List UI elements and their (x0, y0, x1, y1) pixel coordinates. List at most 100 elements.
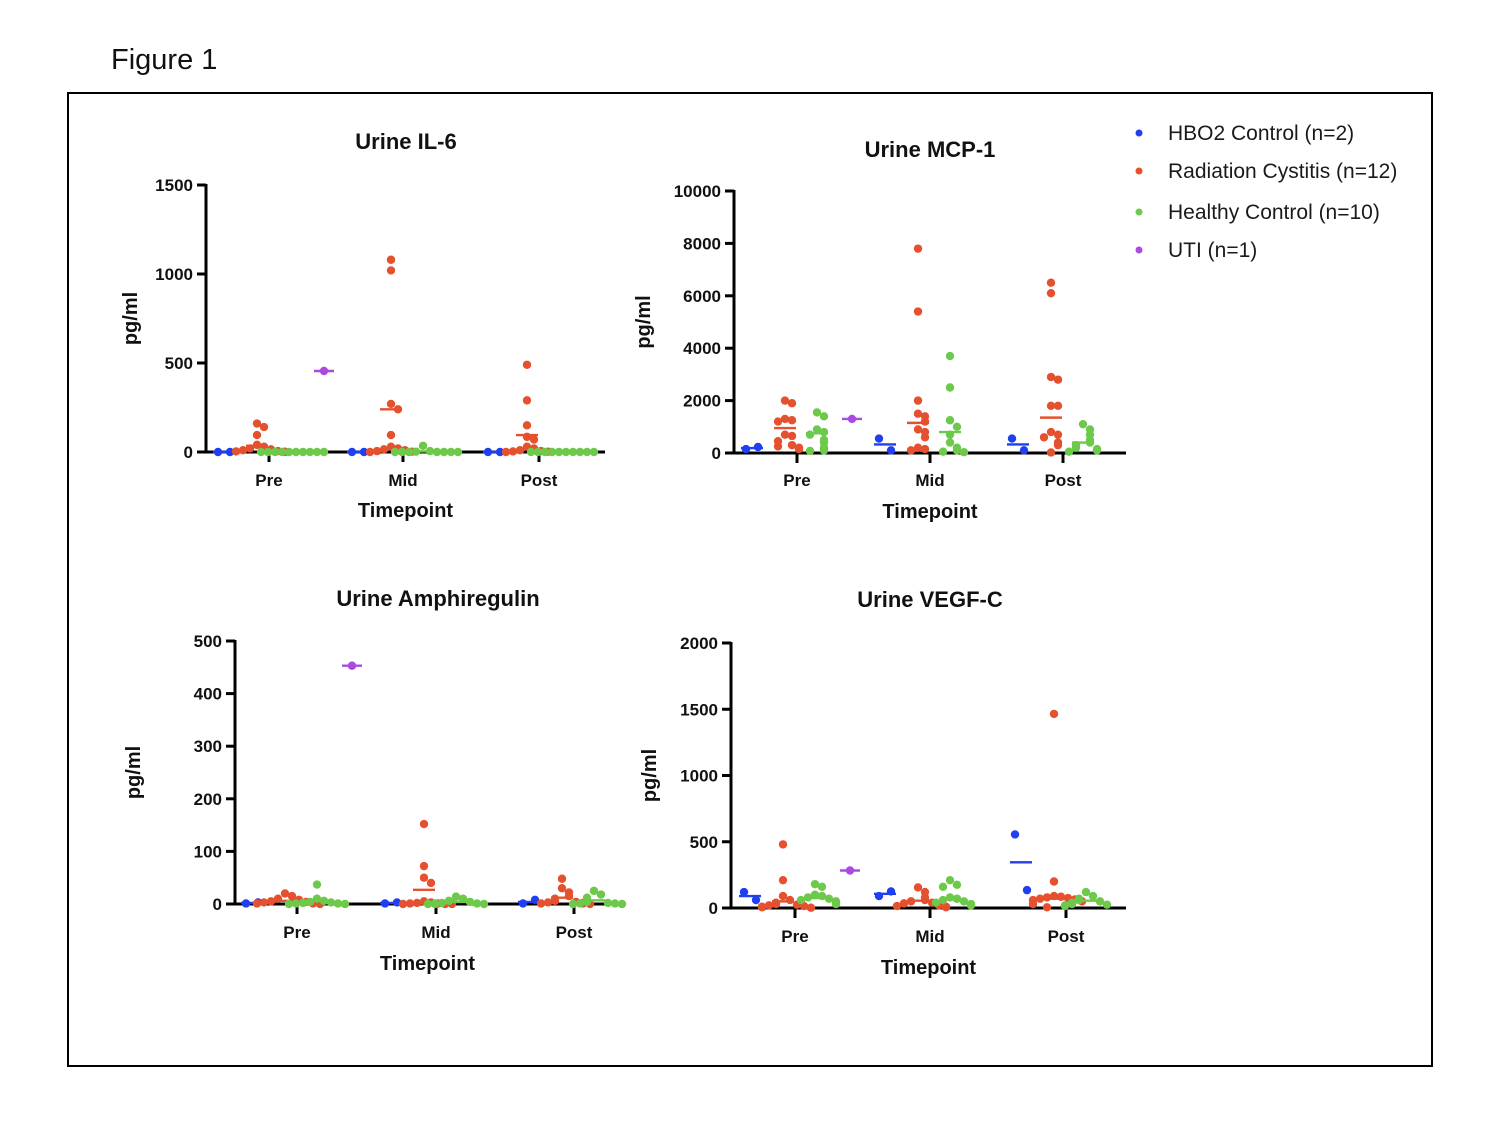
x-tick-label: Mid (915, 927, 944, 946)
data-point (913, 409, 923, 418)
data-point (831, 899, 841, 909)
data-point (526, 447, 536, 457)
y-tick-label: 0 (709, 899, 718, 918)
data-point (252, 899, 262, 908)
data-point (259, 898, 269, 907)
data-point (439, 447, 449, 457)
data-point (938, 447, 948, 456)
data-point (787, 431, 797, 441)
series-2 (796, 875, 1112, 911)
data-point (252, 430, 262, 440)
data-point (568, 447, 578, 457)
data-point (326, 898, 336, 907)
data-point (913, 396, 923, 405)
data-point (582, 897, 592, 907)
data-point (536, 899, 546, 908)
data-point (945, 416, 955, 425)
data-point (1039, 433, 1049, 442)
data-point (1053, 440, 1063, 450)
x-tick-label: Mid (915, 471, 944, 490)
data-point (1022, 885, 1032, 895)
data-point (529, 435, 539, 444)
series-1 (231, 255, 553, 457)
legend-item: HBO2 Control (n=2) (1135, 122, 1354, 145)
data-point (810, 879, 820, 889)
legend-label: Healthy Control (n=10) (1168, 201, 1380, 224)
panel-urine-amphiregulin: Urine Amphiregulin 0 100 200 300 400 500 Pre Mid… (123, 586, 627, 975)
y-tick-label: 4000 (683, 339, 721, 358)
data-point (913, 883, 923, 892)
data-point (522, 360, 532, 369)
data-point (812, 425, 822, 434)
data-point (575, 447, 585, 457)
data-point (418, 441, 428, 450)
data-point (280, 889, 290, 898)
data-point (824, 894, 834, 903)
data-point (739, 887, 749, 897)
data-point (794, 444, 804, 454)
data-point (564, 891, 574, 901)
x-tick-label: Pre (783, 471, 810, 490)
legend-marker (1135, 208, 1143, 216)
data-point (1019, 446, 1029, 455)
legend-label: Radiation Cystitis (n=12) (1168, 160, 1397, 183)
data-point (603, 898, 613, 908)
series-0 (741, 434, 1029, 455)
data-point (913, 443, 923, 452)
data-point (557, 874, 567, 883)
data-point (1049, 877, 1059, 886)
data-point (404, 447, 414, 457)
data-point (430, 899, 440, 909)
y-tick-label: 400 (194, 685, 222, 704)
series-1 (252, 819, 595, 909)
data-point (1071, 443, 1081, 452)
legend-label: UTI (n=1) (1168, 239, 1257, 262)
data-point (333, 899, 343, 908)
series-1 (757, 709, 1087, 912)
data-point (780, 430, 790, 439)
series-3 (342, 661, 362, 670)
data-point (778, 875, 788, 885)
data-point (1049, 709, 1059, 719)
data-point (1053, 375, 1063, 384)
legend: HBO2 Control (n=2) Radiation Cystitis (n=… (1135, 122, 1397, 262)
series-0 (213, 447, 505, 457)
data-point (892, 901, 902, 911)
data-point (899, 899, 909, 908)
data-point (1010, 830, 1020, 839)
data-point (787, 416, 797, 425)
data-point (886, 446, 896, 455)
data-point (419, 861, 429, 871)
data-point (810, 890, 820, 899)
data-point (231, 447, 241, 456)
data-point (1028, 899, 1038, 909)
data-point (1046, 401, 1056, 411)
data-point (1053, 401, 1063, 411)
series-2 (805, 351, 1102, 457)
data-point (263, 447, 273, 457)
data-point (419, 819, 429, 829)
y-tick-label: 2000 (683, 392, 721, 411)
data-point (757, 903, 767, 912)
data-point (287, 891, 297, 901)
data-point (819, 412, 829, 421)
data-point (596, 890, 606, 899)
data-point (508, 447, 518, 456)
data-point (423, 899, 433, 909)
y-tick-label: 10000 (674, 182, 721, 201)
data-point (751, 895, 761, 905)
y-tick-label: 0 (213, 895, 222, 914)
data-point (575, 899, 585, 908)
data-point (589, 886, 599, 896)
y-tick-label: 200 (194, 790, 222, 809)
data-point (1095, 897, 1105, 906)
data-point (1046, 427, 1056, 437)
y-tick-label: 2000 (680, 634, 718, 653)
data-point (568, 899, 578, 909)
data-point (787, 399, 797, 408)
y-tick-label: 0 (184, 443, 193, 462)
data-point (270, 447, 280, 457)
data-point (819, 427, 829, 437)
data-point (518, 899, 528, 908)
